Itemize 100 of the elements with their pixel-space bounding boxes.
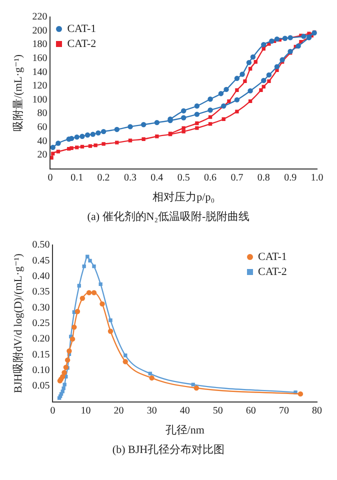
point xyxy=(274,64,280,70)
point xyxy=(298,391,304,397)
y-tick-label: 0.30 xyxy=(32,302,50,314)
y-tick-label: 80 xyxy=(37,108,48,120)
point xyxy=(261,78,266,84)
point xyxy=(248,99,252,104)
point xyxy=(66,348,72,354)
point xyxy=(149,375,154,381)
point xyxy=(267,79,271,84)
point xyxy=(269,38,274,44)
x-tick-label: 0.3 xyxy=(124,172,136,184)
y-tick-label: 0.25 xyxy=(32,318,50,330)
point xyxy=(82,264,86,268)
point xyxy=(98,282,102,286)
x-tick-label: 0.1 xyxy=(70,172,84,184)
x-tick-label: 0.7 xyxy=(230,172,244,184)
y-tick-label: 200 xyxy=(32,25,48,36)
y-tick-label: 0.50 xyxy=(32,240,50,251)
y-tick-label: 0.40 xyxy=(32,270,50,282)
point xyxy=(70,336,76,342)
legend-label: CAT-1 xyxy=(67,22,96,34)
point xyxy=(63,364,69,370)
point xyxy=(56,140,61,146)
point xyxy=(208,96,213,102)
x-tick-label: 70 xyxy=(278,405,289,416)
x-tick-label: 1.0 xyxy=(310,172,324,184)
point xyxy=(194,103,200,109)
point xyxy=(128,138,132,142)
point xyxy=(218,90,224,96)
point xyxy=(306,35,312,40)
point xyxy=(102,142,106,146)
point xyxy=(124,354,128,358)
point xyxy=(191,382,195,386)
y-tick-label: 40 xyxy=(37,136,48,147)
point xyxy=(240,72,245,77)
point xyxy=(86,254,90,258)
point xyxy=(50,144,56,150)
point xyxy=(88,144,92,148)
point xyxy=(301,34,306,39)
y-tick-label: 0.10 xyxy=(32,365,50,376)
point xyxy=(51,152,55,156)
point xyxy=(227,99,231,104)
point xyxy=(280,57,285,62)
point xyxy=(243,79,247,84)
text: (b) BJH孔径分布对比图 xyxy=(111,443,226,457)
point xyxy=(259,88,263,92)
point xyxy=(100,301,105,307)
point xyxy=(154,120,160,126)
legend-label: CAT-2 xyxy=(258,266,287,278)
y-tick-label: 160 xyxy=(32,53,48,64)
point xyxy=(72,324,77,330)
point xyxy=(88,258,92,263)
point xyxy=(80,144,84,149)
y-tick-label: 0.45 xyxy=(32,255,50,266)
point xyxy=(62,370,67,376)
point xyxy=(62,382,66,386)
point xyxy=(148,372,152,376)
point xyxy=(62,386,66,390)
point xyxy=(60,374,66,380)
point xyxy=(181,115,186,120)
text: (a) 催化剂的N₂低温吸附-脱附曲线 xyxy=(86,210,251,224)
point xyxy=(234,76,240,82)
point xyxy=(194,385,200,391)
x-tick-label: 0.6 xyxy=(204,172,217,184)
point xyxy=(80,296,86,301)
point xyxy=(274,36,280,42)
point xyxy=(222,117,226,121)
x-tick-label: 0.2 xyxy=(97,172,110,184)
y-tick-label: 0.05 xyxy=(32,380,50,392)
x-tick-label: 10 xyxy=(80,405,91,416)
point xyxy=(182,130,186,134)
point xyxy=(296,43,301,49)
point xyxy=(250,54,256,60)
point xyxy=(235,88,239,92)
point xyxy=(91,290,97,296)
y-tick-label: 100 xyxy=(32,94,48,106)
point xyxy=(84,132,90,138)
x-tick-label: 0 xyxy=(48,172,53,184)
point xyxy=(262,84,266,89)
x-tick-label: 0 xyxy=(50,405,56,416)
point xyxy=(266,72,272,78)
x-tick-label: 50 xyxy=(212,405,223,416)
point xyxy=(74,308,80,314)
x-axis-title: 孔径/nm xyxy=(165,424,205,436)
point xyxy=(246,60,252,66)
legend-label: CAT-1 xyxy=(258,250,287,262)
x-tick-label: 80 xyxy=(312,405,322,416)
point xyxy=(254,60,258,64)
legend-label: CAT-2 xyxy=(67,38,96,50)
point xyxy=(181,108,186,114)
x-tick-label: 20 xyxy=(114,405,124,416)
point xyxy=(122,359,128,364)
point xyxy=(96,130,101,136)
x-tick-label: 60 xyxy=(246,405,256,416)
point xyxy=(208,108,213,113)
y-axis-title: BJH吸附dV/d log(D)/(mL·g⁻¹) xyxy=(12,253,24,394)
point xyxy=(64,357,70,363)
point xyxy=(195,121,199,126)
point xyxy=(90,132,96,137)
point xyxy=(208,122,212,126)
